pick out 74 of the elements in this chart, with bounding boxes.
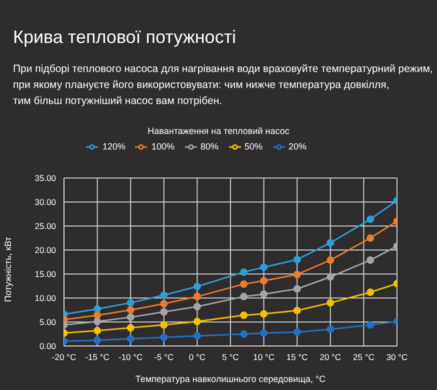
legend-label: 120% — [102, 141, 126, 152]
x-tick-label: 25 °C — [353, 352, 374, 362]
point — [326, 299, 334, 307]
point — [94, 312, 102, 320]
point — [293, 328, 301, 336]
point — [240, 312, 248, 320]
legend-label: 20% — [288, 141, 307, 152]
chart-subtitle: При підборі теплового насоса для нагрівання води враховуйте температурний режим, при якому плануєте його використовувати: чим нижче температура довкілля, тим більш потужніший насос вам потрібен. — [13, 62, 433, 109]
x-tick-label: -15 °C — [85, 352, 110, 362]
point — [240, 330, 248, 338]
x-tick-label: 5 °C — [222, 352, 239, 362]
legend-title: Навантаження на тепловий насос — [146, 126, 290, 136]
point — [160, 334, 168, 342]
point — [126, 306, 134, 314]
point — [366, 256, 374, 264]
point — [126, 313, 134, 321]
point — [160, 300, 168, 308]
point — [293, 256, 301, 264]
point — [240, 280, 248, 288]
point — [326, 325, 334, 333]
point — [126, 324, 134, 332]
point — [293, 270, 301, 278]
point — [326, 273, 334, 281]
point — [94, 318, 102, 326]
point — [193, 302, 201, 310]
point — [94, 326, 102, 334]
x-tick-label: -5 °C — [154, 352, 174, 362]
x-tick-label: 10 °C — [253, 352, 274, 362]
point — [366, 234, 374, 242]
chart-title: Крива теплової потужності — [13, 27, 236, 48]
x-tick-label: -10 °C — [118, 352, 143, 362]
point — [366, 288, 374, 296]
point — [193, 292, 201, 300]
point — [260, 329, 268, 337]
point — [366, 216, 374, 224]
point — [160, 291, 168, 299]
point — [260, 276, 268, 284]
point — [260, 310, 268, 318]
x-tick-label: 0 °C — [188, 352, 206, 362]
point — [293, 285, 301, 293]
y-tick-label: 15.00 — [34, 269, 56, 280]
legend-label: 100% — [151, 141, 174, 152]
y-tick-label: 5.00 — [39, 317, 56, 328]
point — [126, 299, 134, 307]
x-tick-label: 20 °C — [320, 352, 342, 362]
y-tick-label: 10.00 — [34, 293, 56, 304]
point — [193, 318, 201, 326]
point — [293, 306, 301, 314]
y-tick-label: 30.00 — [34, 197, 56, 208]
y-tick-label: 25.00 — [34, 221, 56, 232]
point — [240, 268, 248, 276]
point — [260, 290, 268, 298]
legend-label: 50% — [244, 141, 263, 152]
x-tick-label: -20 °C — [52, 352, 76, 362]
point — [160, 308, 168, 316]
x-axis-title: Температура навколишнього середовища, °C — [135, 374, 326, 384]
point — [94, 305, 102, 313]
point — [126, 335, 134, 343]
y-tick-label: 20.00 — [34, 245, 56, 256]
point — [326, 239, 334, 247]
point — [326, 256, 334, 264]
x-tick-label: 15 °C — [286, 352, 308, 362]
y-tick-label: 0.00 — [39, 341, 56, 352]
point — [94, 336, 102, 344]
point — [240, 292, 248, 300]
point — [193, 282, 201, 290]
y-tick-label: 35.00 — [34, 173, 56, 184]
point — [193, 332, 201, 340]
point — [260, 264, 268, 272]
point — [160, 321, 168, 329]
y-axis-title: Потужність, кВт — [3, 236, 14, 302]
x-tick-label: 30 °C — [386, 352, 408, 362]
legend-label: 80% — [200, 141, 219, 152]
point — [366, 321, 374, 329]
